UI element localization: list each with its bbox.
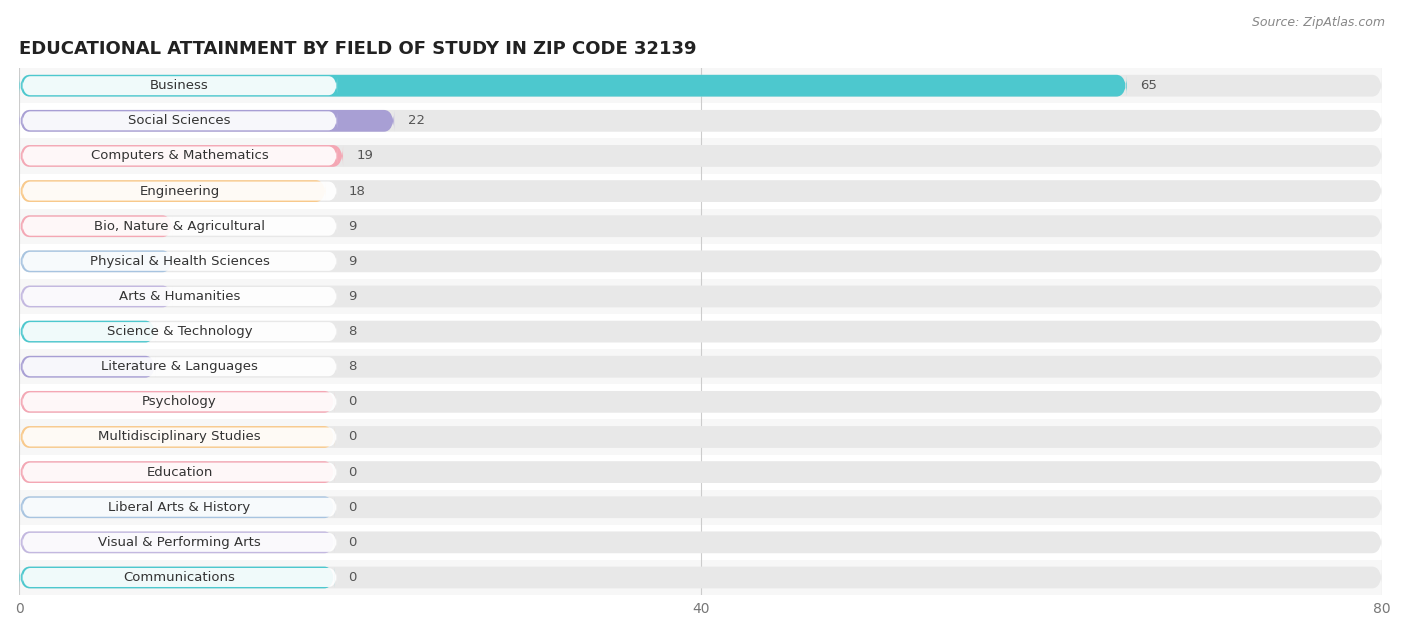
FancyBboxPatch shape xyxy=(22,357,337,376)
FancyBboxPatch shape xyxy=(22,216,337,236)
Bar xyxy=(20,384,1382,420)
Bar xyxy=(20,209,1382,244)
FancyBboxPatch shape xyxy=(20,145,1382,167)
FancyBboxPatch shape xyxy=(22,427,337,447)
FancyBboxPatch shape xyxy=(20,531,1382,553)
Text: Bio, Nature & Agricultural: Bio, Nature & Agricultural xyxy=(94,220,264,233)
FancyBboxPatch shape xyxy=(20,145,343,167)
FancyBboxPatch shape xyxy=(20,356,1382,377)
Text: 18: 18 xyxy=(349,185,366,198)
Text: 0: 0 xyxy=(349,501,357,514)
Text: 0: 0 xyxy=(349,571,357,584)
FancyBboxPatch shape xyxy=(22,533,337,552)
FancyBboxPatch shape xyxy=(20,461,335,483)
Text: Computers & Mathematics: Computers & Mathematics xyxy=(90,150,269,162)
Text: Psychology: Psychology xyxy=(142,396,217,408)
FancyBboxPatch shape xyxy=(20,391,1382,413)
Bar xyxy=(20,420,1382,454)
FancyBboxPatch shape xyxy=(20,180,1382,202)
Text: 8: 8 xyxy=(349,360,357,373)
FancyBboxPatch shape xyxy=(20,461,1382,483)
FancyBboxPatch shape xyxy=(22,392,337,411)
Text: Business: Business xyxy=(150,80,209,92)
FancyBboxPatch shape xyxy=(20,426,1382,448)
Text: Social Sciences: Social Sciences xyxy=(128,114,231,127)
Text: Literature & Languages: Literature & Languages xyxy=(101,360,257,373)
Text: Arts & Humanities: Arts & Humanities xyxy=(120,290,240,303)
Text: 9: 9 xyxy=(349,220,357,233)
FancyBboxPatch shape xyxy=(20,531,335,553)
FancyBboxPatch shape xyxy=(22,146,337,165)
FancyBboxPatch shape xyxy=(20,286,173,307)
FancyBboxPatch shape xyxy=(20,426,335,448)
FancyBboxPatch shape xyxy=(22,76,337,95)
Text: 0: 0 xyxy=(349,430,357,444)
Bar xyxy=(20,314,1382,349)
Text: 22: 22 xyxy=(408,114,425,127)
Bar xyxy=(20,138,1382,174)
Text: Education: Education xyxy=(146,466,212,478)
FancyBboxPatch shape xyxy=(20,251,173,272)
Text: 8: 8 xyxy=(349,325,357,338)
Text: 0: 0 xyxy=(349,466,357,478)
FancyBboxPatch shape xyxy=(22,463,337,481)
FancyBboxPatch shape xyxy=(22,568,337,587)
Bar xyxy=(20,525,1382,560)
FancyBboxPatch shape xyxy=(20,321,1382,343)
FancyBboxPatch shape xyxy=(20,75,1126,97)
FancyBboxPatch shape xyxy=(20,75,1382,97)
FancyBboxPatch shape xyxy=(20,567,1382,588)
FancyBboxPatch shape xyxy=(20,110,394,132)
Bar xyxy=(20,349,1382,384)
FancyBboxPatch shape xyxy=(20,286,1382,307)
FancyBboxPatch shape xyxy=(20,497,335,518)
Text: Visual & Performing Arts: Visual & Performing Arts xyxy=(98,536,262,549)
FancyBboxPatch shape xyxy=(20,321,156,343)
Text: Engineering: Engineering xyxy=(139,185,219,198)
FancyBboxPatch shape xyxy=(20,567,335,588)
Text: Multidisciplinary Studies: Multidisciplinary Studies xyxy=(98,430,262,444)
FancyBboxPatch shape xyxy=(22,182,337,201)
FancyBboxPatch shape xyxy=(22,287,337,306)
FancyBboxPatch shape xyxy=(22,322,337,341)
FancyBboxPatch shape xyxy=(22,252,337,271)
Bar xyxy=(20,560,1382,595)
FancyBboxPatch shape xyxy=(22,498,337,517)
Text: 9: 9 xyxy=(349,290,357,303)
Text: EDUCATIONAL ATTAINMENT BY FIELD OF STUDY IN ZIP CODE 32139: EDUCATIONAL ATTAINMENT BY FIELD OF STUDY… xyxy=(20,40,697,58)
Text: Liberal Arts & History: Liberal Arts & History xyxy=(108,501,250,514)
FancyBboxPatch shape xyxy=(20,251,1382,272)
Bar xyxy=(20,454,1382,490)
Text: Science & Technology: Science & Technology xyxy=(107,325,252,338)
Text: Communications: Communications xyxy=(124,571,235,584)
Bar xyxy=(20,68,1382,103)
Text: 9: 9 xyxy=(349,255,357,268)
Text: 0: 0 xyxy=(349,396,357,408)
FancyBboxPatch shape xyxy=(20,356,156,377)
FancyBboxPatch shape xyxy=(20,215,173,237)
FancyBboxPatch shape xyxy=(20,180,326,202)
Text: 65: 65 xyxy=(1140,80,1157,92)
Bar xyxy=(20,174,1382,209)
FancyBboxPatch shape xyxy=(20,497,1382,518)
Bar xyxy=(20,103,1382,138)
FancyBboxPatch shape xyxy=(20,391,335,413)
Text: 19: 19 xyxy=(357,150,374,162)
Text: Source: ZipAtlas.com: Source: ZipAtlas.com xyxy=(1251,16,1385,29)
Bar xyxy=(20,279,1382,314)
Text: Physical & Health Sciences: Physical & Health Sciences xyxy=(90,255,270,268)
FancyBboxPatch shape xyxy=(22,111,337,131)
FancyBboxPatch shape xyxy=(20,110,1382,132)
Text: 0: 0 xyxy=(349,536,357,549)
Bar xyxy=(20,244,1382,279)
FancyBboxPatch shape xyxy=(20,215,1382,237)
Bar xyxy=(20,490,1382,525)
